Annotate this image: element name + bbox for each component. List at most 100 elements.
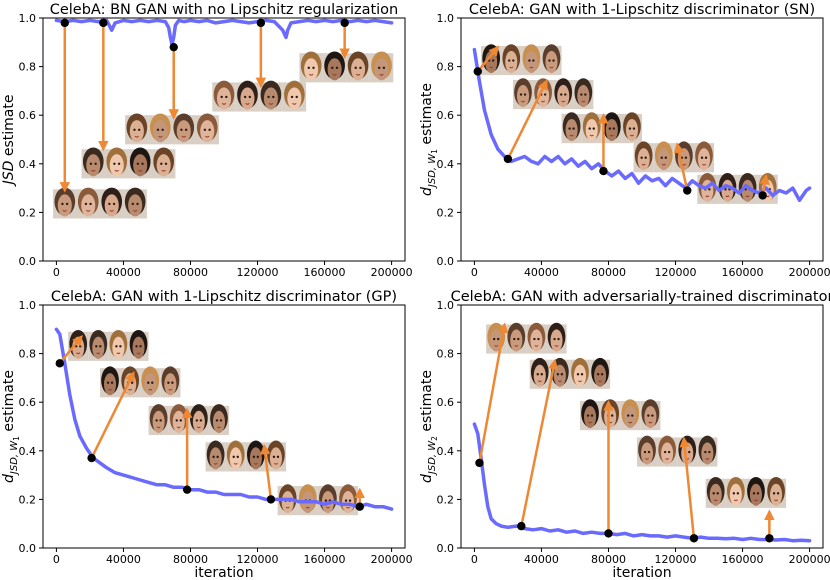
sample-image-row bbox=[212, 80, 307, 112]
sample-point bbox=[683, 186, 692, 195]
sample-point bbox=[355, 502, 364, 511]
y-tick-label: 0.4 bbox=[19, 158, 37, 171]
sample-point bbox=[689, 534, 699, 543]
axes-frame bbox=[42, 304, 406, 549]
sample-image-row bbox=[68, 329, 149, 361]
sample-image-row bbox=[81, 147, 176, 179]
sample-image-row bbox=[486, 322, 567, 354]
sample-point bbox=[340, 18, 349, 28]
sample-point bbox=[604, 529, 613, 538]
x-tick-label: 120000 bbox=[655, 266, 697, 279]
sample-arrow bbox=[260, 443, 273, 500]
y-tick-label: 0.2 bbox=[437, 206, 455, 219]
sample-image-row bbox=[705, 476, 787, 508]
panel-4: CelebA: GAN with adversarially-trained d… bbox=[419, 289, 830, 580]
y-tick-label: 0.6 bbox=[19, 109, 37, 122]
sample-point bbox=[503, 154, 513, 164]
sample-image-row bbox=[148, 404, 230, 436]
sample-point bbox=[473, 67, 482, 76]
sample-image-row bbox=[205, 440, 287, 472]
sample-arrow bbox=[90, 371, 135, 459]
x-tick-label: 40000 bbox=[106, 266, 141, 279]
x-tick-label: 160000 bbox=[722, 553, 764, 566]
sample-point bbox=[182, 485, 192, 494]
x-tick-label: 0 bbox=[471, 553, 478, 566]
y-tick-label: 0.8 bbox=[437, 348, 455, 361]
panel-3: CelebA: GAN with 1-Lipschitz discriminat… bbox=[1, 289, 413, 580]
panel-1: CelebA: BN GAN with no Lipschitz regular… bbox=[1, 2, 413, 279]
x-axis-label: iteration bbox=[612, 565, 671, 580]
x-tick-label: 200000 bbox=[789, 553, 830, 566]
chart-title: CelebA: GAN with 1-Lipschitz discriminat… bbox=[469, 2, 815, 18]
sample-image-row bbox=[636, 435, 718, 467]
y-axis-label: dJSD, W1 estimate bbox=[419, 83, 439, 196]
sample-arrow bbox=[506, 79, 548, 160]
x-tick-label: 200000 bbox=[371, 266, 413, 279]
x-tick-label: 80000 bbox=[173, 553, 208, 566]
sample-point bbox=[517, 521, 526, 531]
sample-arrow bbox=[679, 436, 696, 539]
y-tick-label: 0.0 bbox=[437, 255, 455, 268]
y-tick-label: 1.0 bbox=[437, 12, 455, 25]
sample-image-row bbox=[579, 399, 661, 431]
sample-point bbox=[475, 458, 484, 468]
axes-frame bbox=[460, 304, 824, 549]
series-line bbox=[472, 422, 812, 543]
x-tick-label: 160000 bbox=[304, 266, 346, 279]
sample-point bbox=[256, 18, 266, 28]
x-tick-label: 80000 bbox=[173, 266, 208, 279]
sample-arrow bbox=[478, 322, 509, 464]
sample-arrow bbox=[476, 45, 500, 73]
y-axis-label: dJSD, W1 estimate bbox=[1, 370, 21, 483]
sample-image-row bbox=[481, 44, 562, 76]
y-tick-label: 0.0 bbox=[437, 542, 455, 555]
x-tick-label: 80000 bbox=[591, 553, 626, 566]
y-tick-label: 1.0 bbox=[19, 12, 37, 25]
x-tick-label: 0 bbox=[53, 553, 60, 566]
x-tick-label: 120000 bbox=[237, 266, 279, 279]
x-tick-label: 40000 bbox=[106, 553, 141, 566]
sample-image-row bbox=[53, 187, 147, 219]
sample-image-row bbox=[99, 366, 181, 398]
y-tick-label: 1.0 bbox=[19, 299, 37, 312]
sample-image-row bbox=[125, 113, 219, 145]
axes-frame bbox=[42, 17, 406, 262]
x-tick-label: 160000 bbox=[304, 553, 346, 566]
series-line bbox=[472, 47, 812, 203]
series-line bbox=[54, 18, 394, 47]
sample-point bbox=[266, 495, 276, 504]
y-tick-label: 0.8 bbox=[19, 61, 37, 74]
sample-point bbox=[99, 18, 108, 28]
sample-arrow bbox=[673, 142, 689, 191]
x-tick-label: 0 bbox=[53, 266, 60, 279]
sample-point bbox=[765, 534, 774, 543]
y-tick-label: 0.0 bbox=[19, 255, 37, 268]
x-tick-label: 120000 bbox=[655, 553, 697, 566]
y-tick-label: 0.2 bbox=[19, 206, 37, 219]
sample-image-row bbox=[529, 357, 611, 389]
sample-point bbox=[87, 453, 96, 463]
sample-image-row bbox=[299, 51, 394, 83]
x-axis-label: iteration bbox=[194, 565, 253, 580]
sample-image-row bbox=[512, 78, 594, 110]
sample-point bbox=[758, 191, 767, 200]
y-tick-label: 0.2 bbox=[437, 493, 455, 506]
y-tick-label: 0.8 bbox=[19, 348, 37, 361]
chart-title: CelebA: BN GAN with no Lipschitz regular… bbox=[50, 2, 399, 18]
x-tick-label: 0 bbox=[471, 266, 478, 279]
y-tick-label: 0.6 bbox=[437, 396, 455, 409]
x-tick-label: 40000 bbox=[524, 266, 559, 279]
x-tick-label: 80000 bbox=[591, 266, 626, 279]
y-axis-label: JSD estimate bbox=[1, 95, 17, 188]
y-tick-label: 0.4 bbox=[437, 158, 455, 171]
sample-arrow bbox=[58, 334, 83, 365]
sample-arrow bbox=[520, 358, 559, 527]
y-tick-label: 0.4 bbox=[19, 445, 37, 458]
chart-title: CelebA: GAN with 1-Lipschitz discriminat… bbox=[51, 289, 397, 305]
axes-frame bbox=[460, 17, 824, 262]
y-tick-label: 0.0 bbox=[19, 542, 37, 555]
y-tick-label: 0.4 bbox=[437, 445, 455, 458]
x-tick-label: 200000 bbox=[789, 266, 830, 279]
x-tick-label: 40000 bbox=[524, 553, 559, 566]
